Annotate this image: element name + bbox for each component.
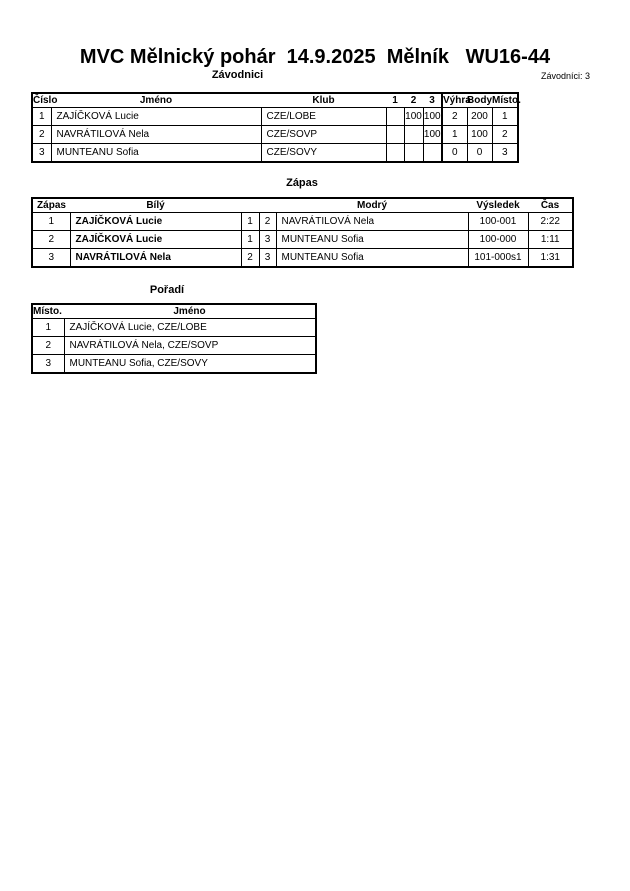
cell: 0 [441, 143, 468, 163]
col-header: 1 [386, 92, 404, 108]
col-header: Jméno [64, 303, 316, 319]
cell: 1:11 [527, 230, 574, 249]
table-row: 2 ZAJÍČKOVÁ Lucie 1 3 MUNTEANU Sofia 100-000 1… [31, 230, 574, 249]
cell [385, 143, 405, 163]
cell: CZE/SOVY [260, 143, 387, 163]
cell: CZE/SOVP [260, 125, 387, 144]
cell: MUNTEANU Sofia, CZE/SOVY [63, 354, 317, 374]
cell: 2 [258, 212, 277, 231]
cell: 3 [31, 143, 52, 163]
header-row: Zápas Bílý Modrý Výsledek Čas [32, 197, 573, 213]
cell: 200 [466, 107, 493, 126]
cell: 1 [31, 318, 65, 337]
col-header: 2 [404, 92, 423, 108]
matches-heading: Zápas [286, 177, 318, 189]
cell: 3 [491, 143, 519, 163]
competitors-table: Číslo Jméno Klub 1 2 3 Výhra Body Místo.… [31, 92, 521, 163]
cell: 100 [422, 107, 443, 126]
col-header: Výsledek [468, 197, 528, 213]
col-header: Místo. [492, 92, 521, 108]
col-header: 3 [423, 92, 442, 108]
ranking-table: Místo. Jméno 1 ZAJÍČKOVÁ Lucie, CZE/LOBE … [31, 303, 317, 374]
cell: 3 [31, 248, 71, 268]
table-row: 3 MUNTEANU Sofia, CZE/SOVY [31, 354, 317, 374]
cell: 1 [491, 107, 519, 126]
cell: 2 [240, 248, 260, 268]
ranking-heading: Pořadí [149, 284, 185, 296]
cell: 100-001 [467, 212, 529, 231]
col-header: Body [467, 92, 492, 108]
cell [422, 143, 443, 163]
cell: 3 [258, 230, 277, 249]
cell: 2 [491, 125, 519, 144]
cell [403, 125, 424, 144]
cell: ZAJÍČKOVÁ Lucie [69, 212, 242, 231]
col-header: Zápas [32, 197, 70, 213]
cell: 1 [240, 212, 260, 231]
cell: 0 [466, 143, 493, 163]
header-row: Místo. Jméno [32, 303, 316, 319]
cell: 2 [31, 125, 52, 144]
col-header: Jméno [51, 92, 261, 108]
cell: 1 [240, 230, 260, 249]
cell: 2 [441, 107, 468, 126]
competitors-heading: Závodnici [211, 69, 264, 81]
cell: 101-000s1 [467, 248, 529, 268]
cell: ZAJÍČKOVÁ Lucie [50, 107, 262, 126]
col-header: Číslo [32, 92, 58, 108]
col-header: Bílý [70, 197, 241, 213]
cell: NAVRÁTILOVÁ Nela [50, 125, 262, 144]
table-row: 1 ZAJÍČKOVÁ Lucie, CZE/LOBE [31, 318, 317, 337]
cell: CZE/LOBE [260, 107, 387, 126]
header-row: Číslo Jméno Klub 1 2 3 Výhra Body Místo. [32, 92, 521, 108]
col-header: Modrý [276, 197, 468, 213]
cell: 1 [31, 107, 52, 126]
cell [403, 143, 424, 163]
cell: MUNTEANU Sofia [50, 143, 262, 163]
cell: 3 [258, 248, 277, 268]
table-row: 3 NAVRÁTILOVÁ Nela 2 3 MUNTEANU Sofia 101-000… [31, 248, 574, 268]
cell: ZAJÍČKOVÁ Lucie [69, 230, 242, 249]
cell: MUNTEANU Sofia [275, 248, 469, 268]
col-header: Výhra [441, 92, 471, 108]
cell: 2 [31, 336, 65, 355]
table-row: 1 ZAJÍČKOVÁ Lucie CZE/LOBE 100 100 2 200 1 [31, 107, 519, 126]
cell: MUNTEANU Sofia [275, 230, 469, 249]
table-row: 3 MUNTEANU Sofia CZE/SOVY 0 0 3 [31, 143, 519, 163]
cell: 100 [403, 107, 424, 126]
competitors-count: Závodníci: 3 [541, 71, 591, 81]
cell: 100 [466, 125, 493, 144]
cell: 3 [31, 354, 65, 374]
col-header: Místo. [32, 303, 64, 319]
cell: 100 [422, 125, 443, 144]
table-row: 2 NAVRÁTILOVÁ Nela, CZE/SOVP [31, 336, 317, 355]
cell [385, 107, 405, 126]
cell: NAVRÁTILOVÁ Nela, CZE/SOVP [63, 336, 317, 355]
col-header: Klub [261, 92, 386, 108]
col-header: Čas [528, 197, 573, 213]
page-title: MVC Mělnický pohár 14.9.2025 Mělník WU16… [79, 46, 551, 68]
cell [385, 125, 405, 144]
cell: NAVRÁTILOVÁ Nela [69, 248, 242, 268]
table-row: 2 NAVRÁTILOVÁ Nela CZE/SOVP 100 1 100 2 [31, 125, 519, 144]
cell: 1 [441, 125, 468, 144]
cell: ZAJÍČKOVÁ Lucie, CZE/LOBE [63, 318, 317, 337]
cell: 2:22 [527, 212, 574, 231]
cell: 1 [31, 212, 71, 231]
table-row: 1 ZAJÍČKOVÁ Lucie 1 2 NAVRÁTILOVÁ Nela 100-00… [31, 212, 574, 231]
matches-table: Zápas Bílý Modrý Výsledek Čas 1 ZAJÍČKOVÁ… [31, 197, 574, 268]
cell: 1:31 [527, 248, 574, 268]
cell: NAVRÁTILOVÁ Nela [275, 212, 469, 231]
cell: 2 [31, 230, 71, 249]
cell: 100-000 [467, 230, 529, 249]
